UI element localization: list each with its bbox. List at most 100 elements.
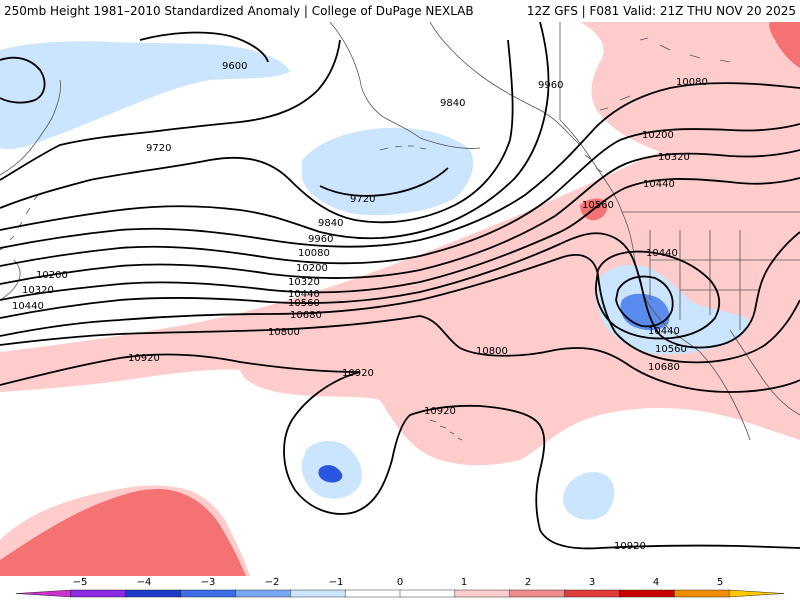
height-contours — [0, 22, 800, 550]
contour-9600-west — [0, 56, 46, 104]
contour-label: 9960 — [538, 80, 563, 91]
bc-coast — [559, 119, 623, 213]
legend-color-bar — [15, 589, 785, 598]
legend-tick-labels: −5 −4 −3 −2 −1 0 1 2 3 4 5 — [73, 577, 724, 588]
legend-color-segment — [290, 589, 346, 598]
map-title: 250mb Height 1981–2010 Standardized Anom… — [4, 4, 474, 18]
legend-tick-label: 3 — [589, 577, 595, 588]
baja-coast — [699, 351, 751, 441]
contour-label: 9720 — [146, 143, 171, 154]
mexico-coast — [729, 329, 800, 416]
contour-label: 10920 — [424, 406, 456, 417]
positive-anomaly-pacific-east — [400, 253, 586, 334]
contour-label: 9840 — [440, 98, 465, 109]
anomaly-color-scale: −5 −4 −3 −2 −1 0 1 2 3 4 5 — [0, 576, 800, 600]
contour-9720-aleutian — [319, 167, 449, 197]
contour-labels: 9600 9720 9720 9840 9840 9960 9960 10080… — [12, 61, 708, 552]
legend-color-segment — [674, 589, 730, 598]
legend-tick-label: 1 — [461, 577, 467, 588]
kamchatka-coast — [0, 79, 61, 176]
model-run-info: 12Z GFS | F081 Valid: 21Z THU NOV 20 202… — [526, 4, 796, 18]
legend-tick-label: 5 — [717, 577, 723, 588]
negative-anomaly-california — [597, 265, 749, 355]
legend-tick-label: 4 — [653, 577, 659, 588]
legend-color-segment — [399, 589, 456, 598]
legend-color-segment — [728, 589, 785, 598]
contour-10560 — [0, 231, 800, 349]
legend-color-segment — [235, 589, 291, 598]
legend-color-segment — [344, 589, 401, 598]
contour-label: 9840 — [318, 218, 343, 229]
contour-label: 10200 — [36, 270, 68, 281]
contour-label: 9960 — [308, 234, 333, 245]
legend-tick-label: −1 — [329, 577, 344, 588]
hawaii-islands — [429, 419, 463, 441]
legend-tick-label: 0 — [397, 577, 403, 588]
contour-10440-california-low — [615, 275, 674, 328]
contour-label: 9720 — [350, 194, 375, 205]
contour-label: 10440 — [648, 326, 680, 337]
contour-9600-north — [139, 31, 269, 63]
contour-label: 10800 — [268, 327, 300, 338]
contour-9840 — [0, 39, 514, 224]
contour-10200 — [0, 123, 800, 267]
contour-10680 — [0, 253, 800, 364]
contour-label: 10440 — [646, 248, 678, 259]
negative-anomaly-fills — [0, 41, 749, 520]
contour-label: 10440 — [643, 179, 675, 190]
contour-10920-west — [0, 353, 361, 386]
contour-label: 10920 — [342, 368, 374, 379]
japan-coast — [0, 259, 21, 301]
legend-tick-label: −5 — [73, 577, 88, 588]
contour-label: 10200 — [642, 130, 674, 141]
positive-anomaly-northeast — [580, 22, 800, 215]
contour-label: 10560 — [655, 344, 687, 355]
contour-9720-west — [0, 39, 341, 181]
positive-anomaly-core-southwest — [0, 489, 246, 576]
bering-coast — [329, 22, 421, 139]
legend-color-segment — [454, 589, 511, 598]
contour-label: 10920 — [128, 353, 160, 364]
contour-label: 10920 — [614, 541, 646, 552]
contour-label: 10320 — [22, 285, 54, 296]
alaska-peninsula — [379, 137, 481, 151]
legend-color-segment — [125, 589, 182, 598]
contour-10800 — [0, 315, 800, 393]
contour-label: 10080 — [298, 248, 330, 259]
contour-label: 9600 — [222, 61, 247, 72]
coastlines — [0, 22, 800, 441]
contour-9960 — [0, 22, 550, 240]
contour-10080 — [0, 82, 800, 249]
contour-label: 10080 — [676, 77, 708, 88]
legend-color-segment — [564, 589, 621, 598]
state-lines — [649, 230, 800, 330]
california-coast — [645, 299, 701, 353]
legend-tick-label: −2 — [265, 577, 280, 588]
contour-label: 10680 — [290, 310, 322, 321]
legend-color-segment — [180, 589, 237, 598]
positive-anomaly-fills — [0, 22, 800, 576]
header-bar: 250mb Height 1981–2010 Standardized Anom… — [0, 0, 800, 22]
canada-islands — [599, 37, 731, 111]
contour-10320 — [0, 149, 800, 285]
positive-anomaly-pacific — [0, 136, 800, 466]
legend-color-segment — [509, 589, 566, 598]
legend-color-segment — [70, 589, 127, 598]
negative-anomaly-northwest — [0, 41, 290, 150]
contour-10440 — [0, 177, 800, 301]
legend-tick-label: 2 — [525, 577, 531, 588]
contour-label: 10320 — [658, 152, 690, 163]
contour-label: 10560 — [582, 200, 614, 211]
contour-label: 10200 — [296, 263, 328, 274]
alaska-mainland — [429, 22, 576, 141]
contour-label: 10320 — [288, 277, 320, 288]
legend-color-segment — [619, 589, 675, 598]
contour-label: 10560 — [288, 298, 320, 309]
legend-tick-label: −3 — [201, 577, 216, 588]
anomaly-map: 9600 9720 9720 9840 9840 9960 9960 10080… — [0, 22, 800, 576]
positive-anomaly-core-northeast — [769, 22, 800, 68]
contour-label: 10680 — [648, 362, 680, 373]
contour-label: 10440 — [288, 289, 320, 300]
contour-label: 10800 — [476, 346, 508, 357]
contour-10560-inner — [595, 250, 721, 340]
